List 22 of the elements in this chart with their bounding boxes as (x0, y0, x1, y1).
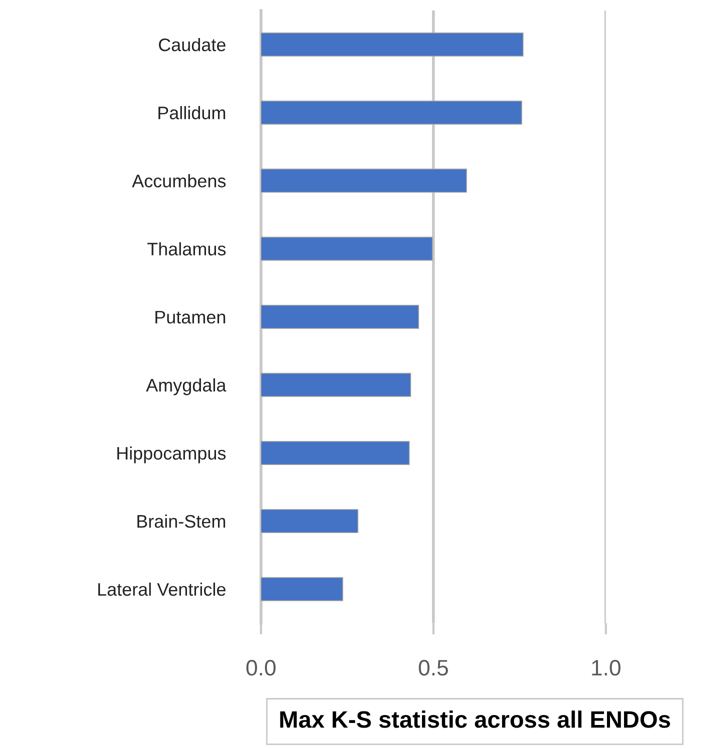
y-tick-label: Hippocampus (117, 446, 226, 464)
bar (260, 372, 412, 397)
y-tick-label: Pallidum (158, 106, 226, 120)
y-tick-label: Caudate (158, 38, 226, 52)
y-tick-label: Brain-Stem (137, 514, 226, 528)
x-tick-label: 1.0 (592, 660, 620, 676)
y-tick-label: Lateral Ventricle (98, 582, 226, 596)
x-tick-label: 0.5 (418, 660, 448, 676)
bar (260, 32, 524, 57)
y-tick-label: Accumbens (132, 174, 226, 188)
y-tick-label: Thalamus (147, 242, 226, 256)
bar (260, 100, 522, 125)
x-tick-label: 0.0 (246, 660, 276, 676)
bar (260, 440, 410, 465)
bar (260, 236, 433, 261)
y-tick-label: Putamen (155, 310, 226, 324)
bar (260, 304, 420, 329)
bar (260, 577, 344, 602)
x-axis-title: Max K-S statistic across all ENDOs (280, 710, 670, 728)
bar (260, 168, 467, 193)
bar (260, 509, 358, 534)
y-tick-label: Amygdala (146, 378, 226, 396)
